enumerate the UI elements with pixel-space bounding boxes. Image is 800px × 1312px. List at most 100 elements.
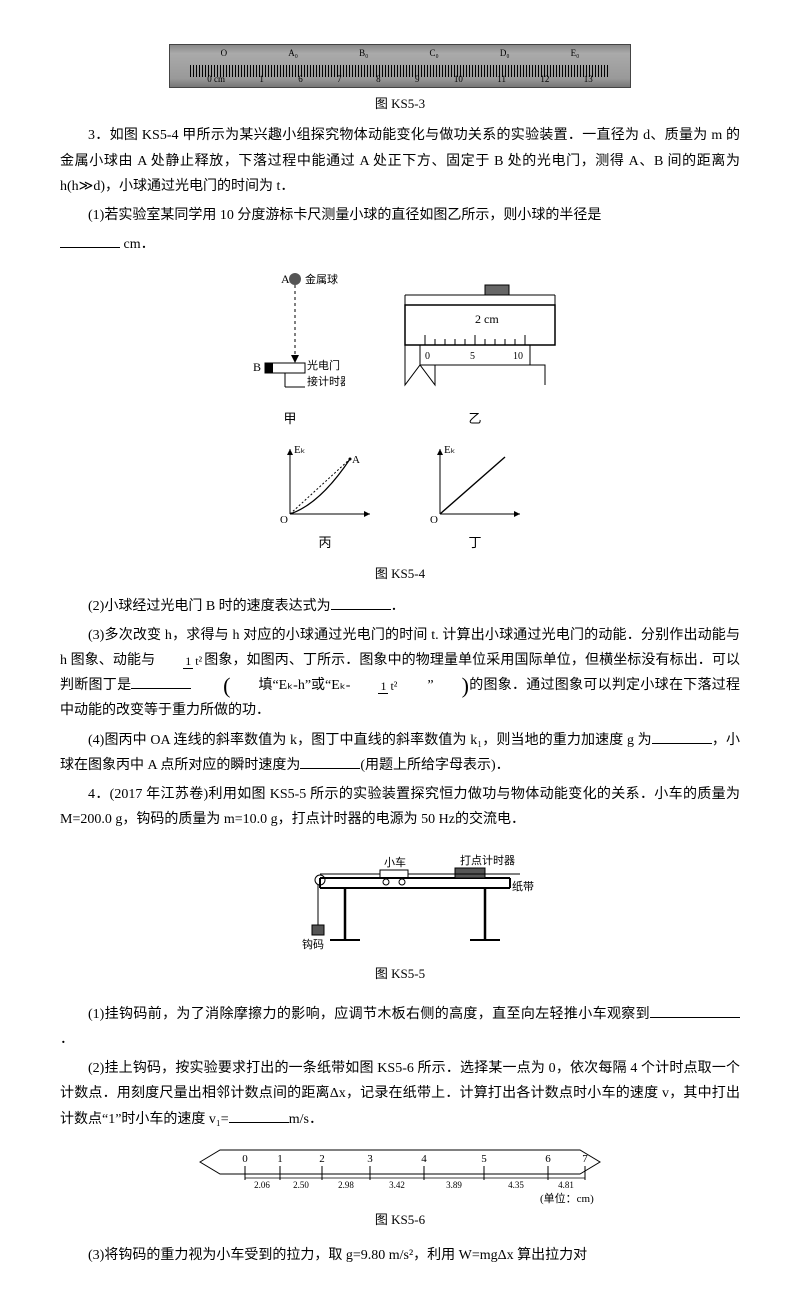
tp4: 4 <box>421 1153 427 1165</box>
diagram-jia: A 金属球 B 光电门 接计时器 <box>235 265 345 405</box>
q3-part1: (1)若实验室某同学用 10 分度游标卡尺测量小球的直径如图乙所示，则小球的半径… <box>60 203 740 228</box>
origin-O: O <box>280 514 288 526</box>
ruler-O: O <box>221 45 228 61</box>
label-timer1: 接计时器 <box>307 375 345 388</box>
ruler-num: 13 <box>584 71 593 87</box>
origin-O2: O <box>430 514 438 526</box>
blank <box>331 595 391 610</box>
mark0: 0 <box>425 351 430 362</box>
q4-p2b: m/s． <box>289 1112 323 1127</box>
ruler-pt: C₀ <box>429 45 438 61</box>
track-svg: 小车 打点计时器 纸带 钩码 <box>260 840 540 960</box>
td3: 3.42 <box>389 1180 405 1190</box>
tape-unit: (单位：cm) <box>540 1191 594 1205</box>
q4-part3: (3)将钩码的重力视为小车受到的拉力，取 g=9.80 m/s²，利用 W=mg… <box>60 1243 740 1268</box>
sublabel-jia: 甲 <box>283 407 296 430</box>
td4: 3.89 <box>446 1180 462 1190</box>
caption-ks5-4: 图 KS5-4 <box>60 562 740 585</box>
mark10: 10 <box>513 351 523 362</box>
figure-ks5-4-row2: Eₖ O A 丙 Eₖ O 丁 <box>60 439 740 554</box>
q3-intro: 3．如图 KS5-4 甲所示为某兴趣小组探究物体动能变化与做功关系的实验装置．一… <box>60 123 740 199</box>
blank <box>229 1108 289 1123</box>
tp0: 0 <box>242 1153 248 1165</box>
mark5: 5 <box>470 351 475 362</box>
figure-ks5-6: 0 1 2 3 4 5 6 7 2.06 2.50 2.98 3.42 3.89 <box>60 1140 740 1239</box>
sublabel-yi: 乙 <box>468 407 481 430</box>
q4-p1b: ． <box>60 1032 74 1047</box>
tp7: 7 <box>582 1153 588 1165</box>
tp5: 5 <box>481 1153 487 1165</box>
q3-fill-a: 填“Eₖ-h”或“Eₖ- <box>230 673 350 698</box>
q3-p2-end: ． <box>391 599 405 614</box>
graph-bing: Eₖ O A <box>270 439 380 529</box>
q3-part3: (3)多次改变 h，求得与 h 对应的小球通过光电门的时间 t. 计算出小球通过… <box>60 623 740 724</box>
ruler-figure: O A₀ B₀ C₀ D₀ E₀ 0 cm 1 6 7 8 9 10 11 12… <box>60 44 740 88</box>
q3-fill-b: ” <box>399 673 433 698</box>
label-weight: 钩码 <box>302 937 324 951</box>
ruler-num: 7 <box>337 71 342 87</box>
q3-p1-line2: cm． <box>60 232 740 257</box>
q3-p1-unit: cm． <box>124 237 155 252</box>
blank <box>300 754 360 769</box>
tp6: 6 <box>545 1153 551 1165</box>
figure-ks5-5: 小车 打点计时器 纸带 钩码 图 KS5-5 <box>60 840 740 993</box>
label-tape: 纸带 <box>512 880 534 893</box>
ruler-pt: D₀ <box>500 45 510 61</box>
axis-Ek: Eₖ <box>294 444 305 456</box>
subfig-bing: Eₖ O A 丙 <box>270 439 380 554</box>
td0: 2.06 <box>254 1180 270 1190</box>
figure-ks5-4-row1: A 金属球 B 光电门 接计时器 甲 2 cm 0 5 10 <box>60 265 740 430</box>
axis-Ek2: Eₖ <box>444 444 455 456</box>
q3-p4a: (4)图丙中 OA 连线的斜率数值为 k，图丁中直线的斜率数值为 k₁，则当地的… <box>88 733 652 748</box>
label-car: 小车 <box>384 855 406 869</box>
td5: 4.35 <box>508 1180 524 1190</box>
blank <box>652 729 712 744</box>
q3-p1-text: (1)若实验室某同学用 10 分度游标卡尺测量小球的直径如图乙所示，则小球的半径… <box>88 208 601 223</box>
ruler-num: 11 <box>497 71 506 87</box>
q4-p2a: (2)挂上钩码，按实验要求打出的一条纸带如图 KS5-6 所示．选择某一点为 0… <box>60 1061 740 1126</box>
blank <box>60 233 120 248</box>
tp3: 3 <box>367 1153 373 1165</box>
ruler-graphic: O A₀ B₀ C₀ D₀ E₀ 0 cm 1 6 7 8 9 10 11 12… <box>169 44 631 88</box>
graph-ding: Eₖ O <box>420 439 530 529</box>
ruler-num: 12 <box>540 71 549 87</box>
diagram-yi: 2 cm 0 5 10 <box>385 265 565 405</box>
ruler-pt: E₀ <box>571 45 580 61</box>
caption-ks5-5: 图 KS5-5 <box>375 962 425 985</box>
sublabel-ding: 丁 <box>468 531 481 554</box>
q4-part1: (1)挂钩码前，为了消除摩擦力的影响，应调节木板右侧的高度，直至向左轻推小车观察… <box>60 1002 740 1052</box>
sublabel-bing: 丙 <box>318 531 331 554</box>
subfig-jia: A 金属球 B 光电门 接计时器 甲 <box>235 265 345 430</box>
ruler-num: 1 <box>259 71 264 87</box>
subfig-yi: 2 cm 0 5 10 乙 <box>385 265 565 430</box>
q3-p2: (2)小球经过光电门 B 时的速度表达式为 <box>88 599 331 614</box>
ruler-pt: B₀ <box>359 45 368 61</box>
q4-p1a: (1)挂钩码前，为了消除摩擦力的影响，应调节木板右侧的高度，直至向左轻推小车观察… <box>88 1007 650 1022</box>
ruler-num: 9 <box>415 71 420 87</box>
ruler-num: 10 <box>454 71 463 87</box>
subfig-ding: Eₖ O 丁 <box>420 439 530 554</box>
tp1: 1 <box>277 1153 283 1165</box>
q3-p4c: (用题上所给字母表示)． <box>360 758 509 773</box>
blank <box>650 1003 740 1018</box>
caption-ks5-6: 图 KS5-6 <box>375 1208 425 1231</box>
ruler-num: 6 <box>298 71 303 87</box>
tp2: 2 <box>319 1153 325 1165</box>
label-2cm: 2 cm <box>475 312 499 326</box>
paren-fill: (填“Eₖ-h”或“Eₖ-1t²”) <box>195 673 469 698</box>
tape-svg: 0 1 2 3 4 5 6 7 2.06 2.50 2.98 3.42 3.89 <box>190 1140 610 1206</box>
q4-intro: 4．(2017 年江苏卷)利用如图 KS5-5 所示的实验装置探究恒力做功与物体… <box>60 782 740 832</box>
ruler-pt: A₀ <box>288 45 298 61</box>
label-ball: 金属球 <box>305 272 338 286</box>
td6: 4.81 <box>558 1180 574 1190</box>
label-A: A <box>281 272 290 286</box>
ruler-unit: 0 cm <box>207 71 225 87</box>
label-gate: 光电门 <box>307 358 340 372</box>
frac-1-t2-b: 1t² <box>350 680 399 692</box>
td1: 2.50 <box>293 1180 309 1190</box>
frac-1-t2: 1t² <box>155 655 204 667</box>
point-A: A <box>352 454 360 466</box>
label-B: B <box>253 360 261 374</box>
ruler-num: 8 <box>376 71 381 87</box>
q3-part4: (4)图丙中 OA 连线的斜率数值为 k，图丁中直线的斜率数值为 k₁，则当地的… <box>60 728 740 778</box>
